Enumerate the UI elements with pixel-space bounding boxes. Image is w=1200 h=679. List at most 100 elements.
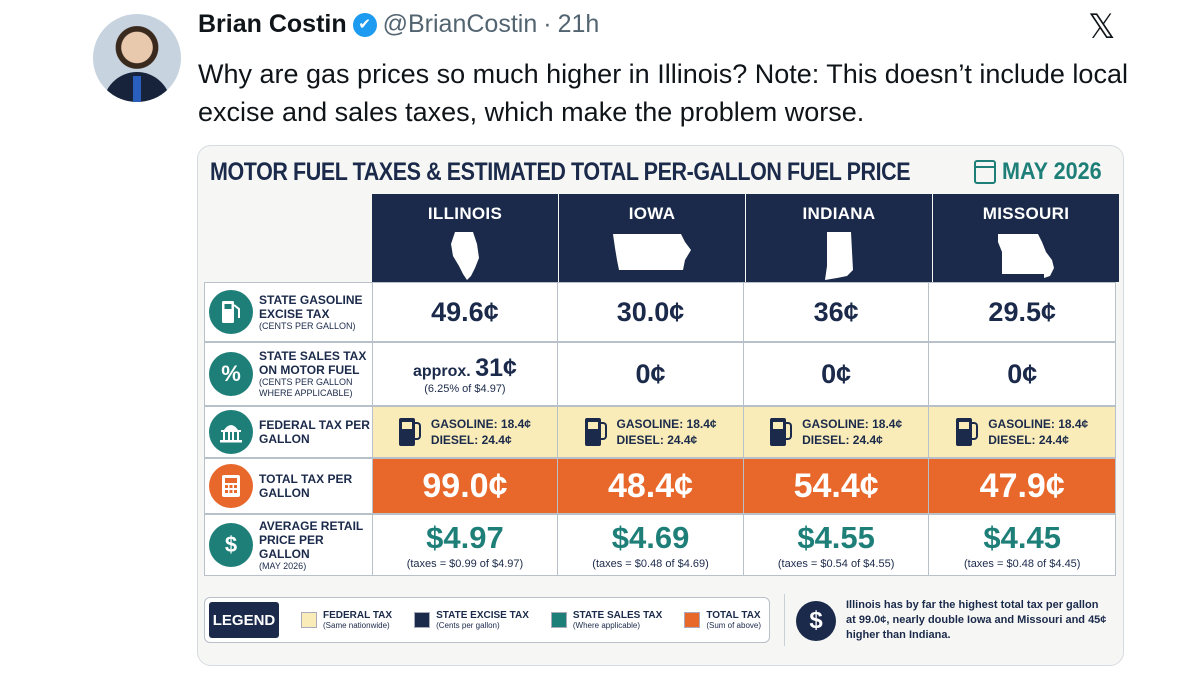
summary-note: Illinois has by far the highest total ta…: [846, 599, 1107, 641]
value: 36¢: [813, 296, 859, 327]
gas-pump-icon: [956, 418, 979, 446]
iowa-shape-icon: [613, 234, 691, 270]
row-label-text: STATE SALES TAX ON MOTOR FUEL: [259, 349, 367, 377]
row-sublabel: (MAY 2026): [259, 560, 307, 571]
tweet-header: Brian Costin ✔ @BrianCostin · 21h: [198, 10, 599, 39]
diesel-tax: DIESEL: 24.4¢: [802, 433, 883, 447]
state-header-iowa: IOWA: [559, 194, 745, 282]
row-label-text: AVERAGE RETAIL PRICE PER GALLON: [259, 518, 364, 561]
dollar-icon: $: [796, 601, 836, 641]
value: 29.5¢: [988, 296, 1056, 327]
value: 0¢: [635, 358, 666, 389]
excise-illinois: 49.6¢: [372, 283, 559, 341]
price-indiana: $4.55 (taxes = $0.54 of $4.55): [743, 515, 930, 575]
row-label: FEDERAL TAX PER GALLON: [205, 407, 373, 457]
calculator-icon: [209, 464, 253, 508]
gasoline-tax: GASOLINE: 18.4¢: [430, 417, 531, 431]
row-sublabel: (CENTS PER GALLON WHERE APPLICABLE): [259, 377, 353, 398]
legend-sublabel: (Sum of above): [706, 621, 762, 630]
legend-sublabel: (Same nationwide): [323, 621, 390, 630]
state-name: IOWA: [628, 204, 676, 223]
legend-item-federal: FEDERAL TAX (Same nationwide): [301, 610, 392, 630]
state-header-indiana: INDIANA: [746, 194, 932, 282]
tweet-image-infographic[interactable]: MOTOR FUEL TAXES & ESTIMATED TOTAL PER-G…: [197, 145, 1124, 666]
value-note: (taxes = $0.99 of $4.97): [406, 558, 524, 570]
state-name: ILLINOIS: [427, 204, 503, 223]
calendar-icon: [974, 160, 996, 184]
sales-iowa: 0¢: [558, 343, 744, 405]
diesel-tax: DIESEL: 24.4¢: [988, 433, 1069, 447]
row-label-text: TOTAL TAX PER GALLON: [259, 472, 353, 500]
author-name[interactable]: Brian Costin: [198, 10, 347, 38]
excise-iowa: 30.0¢: [558, 283, 744, 341]
x-logo-icon[interactable]: 𝕏: [1088, 7, 1116, 47]
value: $4.69: [611, 520, 690, 555]
state-name: INDIANA: [802, 204, 876, 223]
total-illinois: 99.0¢: [372, 459, 559, 513]
value: $4.55: [797, 520, 875, 555]
state-header-illinois: ILLINOIS: [372, 194, 558, 282]
avatar[interactable]: [93, 14, 181, 102]
row-federal-tax: FEDERAL TAX PER GALLON GASOLINE: 18.4¢ DI…: [204, 406, 1116, 458]
row-label-text: FEDERAL TAX PER GALLON: [259, 418, 370, 446]
approx-value: approx. 31¢: [413, 354, 517, 383]
state-name: MISSOURI: [982, 204, 1070, 223]
value-note: (taxes = $0.48 of $4.69): [592, 558, 709, 570]
value: 47.9¢: [979, 466, 1065, 505]
legend-item-excise: STATE EXCISE TAX (Cents per gallon): [414, 610, 529, 630]
divider: [784, 594, 785, 646]
date-text: MAY 2026: [1002, 158, 1102, 185]
gasoline-tax: GASOLINE: 18.4¢: [988, 417, 1089, 431]
legend-sublabel: (Cents per gallon): [436, 621, 500, 630]
fuel-pump-icon: [209, 290, 253, 334]
value: $4.45: [983, 520, 1061, 555]
row-excise-tax: STATE GASOLINE EXCISE TAX (CENTS PER GAL…: [204, 282, 1116, 342]
value: 0¢: [821, 358, 852, 389]
legend-item-total: TOTAL TAX (Sum of above): [684, 610, 761, 630]
price-illinois: $4.97 (taxes = $0.99 of $4.97): [372, 515, 559, 575]
value: 31¢: [475, 353, 517, 382]
value: 49.6¢: [431, 296, 499, 327]
value-note: (6.25% of $4.97): [424, 382, 506, 395]
tweet-text: Why are gas prices so much higher in Ill…: [198, 59, 1128, 127]
total-indiana: 54.4¢: [743, 459, 930, 513]
legend-swatch: [550, 612, 567, 628]
row-sublabel: (CENTS PER GALLON): [259, 320, 356, 331]
dollar-icon: $: [209, 523, 253, 567]
missouri-shape-icon: [998, 234, 1054, 278]
legend-sublabel: (Where applicable): [572, 621, 641, 630]
excise-missouri: 29.5¢: [929, 283, 1116, 341]
date-label: MAY 2026: [974, 158, 1113, 186]
legend-title: LEGEND: [209, 602, 279, 638]
approx-prefix: approx.: [412, 362, 471, 380]
value: 99.0¢: [422, 466, 508, 505]
federal-illinois: GASOLINE: 18.4¢ DIESEL: 24.4¢: [372, 407, 559, 457]
row-label: TOTAL TAX PER GALLON: [205, 459, 373, 513]
gasoline-tax: GASOLINE: 18.4¢: [802, 417, 903, 431]
infographic-title: MOTOR FUEL TAXES & ESTIMATED TOTAL PER-G…: [210, 158, 911, 186]
author-handle[interactable]: @BrianCostin: [382, 10, 538, 38]
row-label-text: STATE GASOLINE EXCISE TAX: [259, 292, 363, 321]
value: 0¢: [1007, 358, 1038, 389]
gasoline-tax: GASOLINE: 18.4¢: [616, 417, 717, 431]
state-header-missouri: MISSOURI: [933, 194, 1119, 282]
legend-label: STATE EXCISE TAX: [436, 610, 529, 621]
legend-swatch: [301, 612, 317, 628]
row-label: $ AVERAGE RETAIL PRICE PER GALLON (MAY 2…: [205, 515, 373, 575]
federal-indiana: GASOLINE: 18.4¢ DIESEL: 24.4¢: [743, 407, 930, 457]
capitol-building-icon: [209, 410, 253, 454]
timestamp[interactable]: 21h: [557, 10, 600, 38]
price-iowa: $4.69 (taxes = $0.48 of $4.69): [558, 515, 744, 575]
value: $4.97: [426, 520, 504, 555]
row-sales-tax: % STATE SALES TAX ON MOTOR FUEL (CENTS P…: [204, 342, 1116, 406]
total-iowa: 48.4¢: [558, 459, 744, 513]
verified-badge-icon: ✔: [352, 12, 377, 37]
legend-swatch: [414, 612, 431, 628]
row-total-tax: TOTAL TAX PER GALLON 99.0¢ 48.4¢ 54.4¢ 4…: [204, 458, 1116, 514]
legend-label: TOTAL TAX: [706, 610, 761, 621]
value-note: (taxes = $0.48 of $4.45): [963, 558, 1081, 570]
price-missouri: $4.45 (taxes = $0.48 of $4.45): [929, 515, 1116, 575]
sales-illinois: approx. 31¢ (6.25% of $4.97): [372, 343, 559, 405]
value: 48.4¢: [607, 466, 694, 505]
percent-icon: %: [209, 352, 253, 396]
